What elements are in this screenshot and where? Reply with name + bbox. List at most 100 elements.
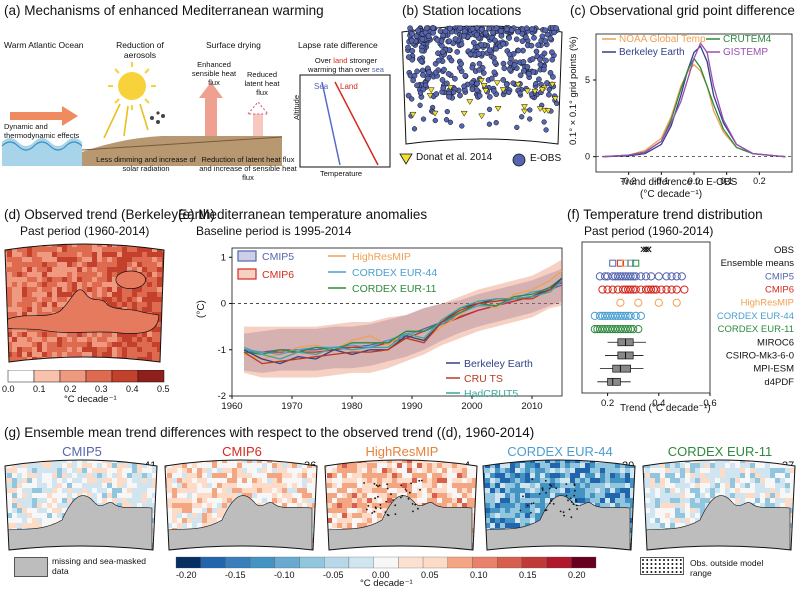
diff-map-cell [262, 493, 267, 498]
diff-map-cell [222, 478, 227, 483]
map-cell [57, 292, 62, 297]
diff-map-cell [222, 488, 227, 493]
diff-map-cell [720, 468, 725, 473]
diff-map-cell [92, 548, 97, 550]
diff-map-cell [102, 460, 107, 463]
diff-map-cell [332, 523, 337, 528]
map-cell [52, 272, 57, 277]
map-cell [27, 302, 32, 307]
diff-map-cell [367, 513, 372, 518]
diff-map-cell [222, 468, 227, 473]
eobs-station [462, 72, 469, 79]
diff-map-cell [247, 468, 252, 473]
chart-e-legend-label: CMIP6 [262, 269, 294, 281]
diff-map-cell [182, 478, 187, 483]
map-cell [152, 292, 157, 297]
diff-map-cell [595, 468, 600, 473]
diff-map-cell [282, 548, 287, 550]
map-cell [7, 257, 12, 262]
diff-map-cell [182, 483, 187, 488]
chart-f-row-label: CMIP5 [765, 271, 794, 282]
diff-map-cell [510, 483, 515, 488]
map-cell [92, 252, 97, 257]
map-cell [77, 352, 82, 357]
diff-map-cell [222, 463, 227, 468]
diff-map-cell [560, 473, 565, 478]
map-cell [27, 292, 32, 297]
map-cell [147, 337, 152, 342]
diff-map-cell [745, 483, 750, 488]
diff-map-cell [17, 488, 22, 493]
map-cell [107, 337, 112, 342]
diff-map-cell [325, 468, 327, 473]
diff-map-cell [277, 473, 282, 478]
map-cell [162, 362, 167, 367]
map-cell [97, 267, 102, 272]
diff-map-cell [137, 460, 142, 463]
map-cell [52, 247, 57, 252]
diff-map-cell [197, 463, 202, 468]
diff-map-cell [32, 523, 37, 528]
map-cell [12, 367, 17, 368]
map-cell [27, 342, 32, 347]
diff-map-cell [357, 463, 362, 468]
diff-map-cell [675, 473, 680, 478]
diff-map-cell [685, 498, 690, 503]
diff-map-cell [625, 478, 630, 483]
diff-map-cell [72, 483, 77, 488]
diff-map-cell [695, 460, 700, 463]
eobs-station [474, 80, 480, 87]
chart-e-xtick-label: 1970 [281, 401, 302, 412]
diff-map-cell [417, 473, 422, 478]
obs-outside-dot [574, 489, 576, 492]
map-cell [67, 244, 72, 247]
map-cell [42, 342, 47, 347]
diff-map-cell [212, 483, 217, 488]
diff-map-cell [740, 493, 745, 498]
diff-map-cell [317, 498, 320, 503]
diff-map-cell [92, 483, 97, 488]
map-cell [162, 302, 164, 307]
diff-map-cell [262, 463, 267, 468]
diff-map-cell [272, 553, 277, 554]
diff-map-cell [635, 463, 638, 468]
diff-map-cell [17, 493, 22, 498]
map-cell [127, 332, 132, 337]
legend-dot [671, 563, 674, 565]
ocean-waves [2, 138, 82, 166]
diff-map-cell [107, 548, 112, 550]
diff-map-cell [452, 553, 457, 554]
diff-map-cell [77, 468, 82, 473]
diff-map-cell [112, 460, 117, 463]
map-cell [7, 307, 12, 312]
diff-map-cell [535, 473, 540, 478]
diff-map-cell [495, 468, 500, 473]
map-cell [82, 352, 87, 357]
diff-map-cell [505, 473, 510, 478]
diff-map-cell [97, 478, 102, 483]
diff-map-cell [57, 460, 62, 463]
diff-map-cell [710, 460, 715, 463]
diff-map-cell [472, 538, 477, 543]
map-cell [37, 287, 42, 292]
diff-map-cell [172, 493, 177, 498]
diff-map-cell [765, 498, 770, 503]
diff-map-cell [292, 488, 297, 493]
map-cell [117, 247, 122, 252]
diff-map-cell [57, 518, 62, 523]
map-cell [117, 352, 122, 357]
diff-map-cell [795, 528, 798, 533]
map-cell [47, 297, 52, 302]
diff-map-cell [685, 488, 690, 493]
diff-map-cell [730, 493, 735, 498]
map-cell [87, 347, 92, 352]
diff-map-cell [327, 513, 332, 518]
diff-map-cell [462, 468, 467, 473]
land-line [334, 81, 379, 166]
diff-map-cell [643, 503, 645, 508]
diff-map-cell [392, 548, 397, 550]
map-cell [127, 302, 132, 307]
diff-map-cell [7, 523, 12, 528]
diff-map-cell [570, 478, 575, 483]
diff-map-cell [172, 483, 177, 488]
